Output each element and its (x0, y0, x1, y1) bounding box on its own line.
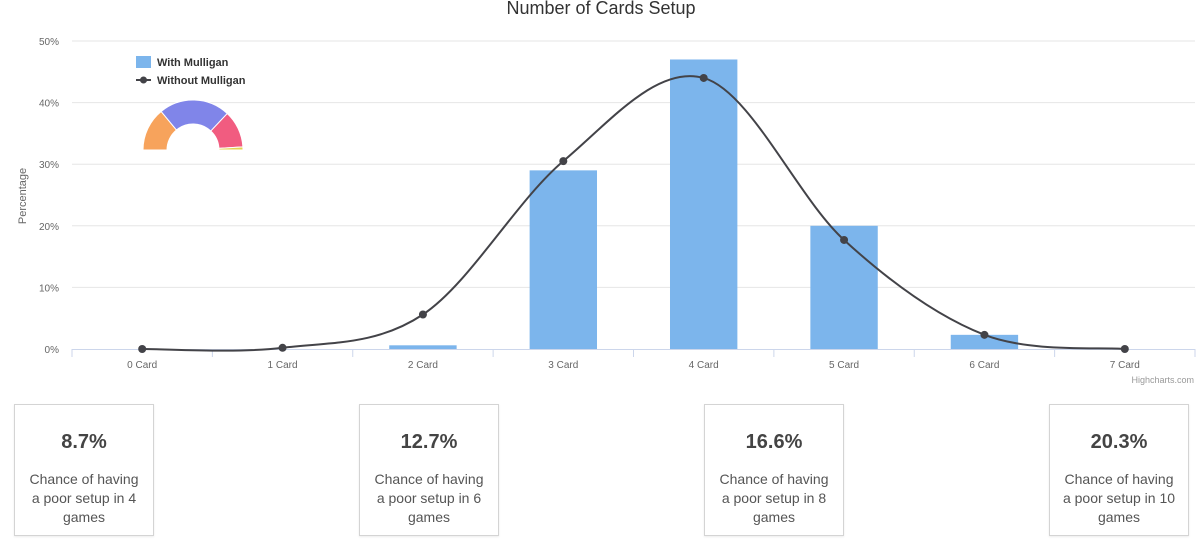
bar-series (389, 59, 1019, 349)
donut-slice (218, 146, 244, 151)
line-point (699, 73, 708, 82)
bar (389, 345, 457, 349)
line-point (278, 343, 287, 352)
legend-swatch-bar (136, 56, 151, 68)
grid-lines (72, 40, 1195, 288)
y-tick-label: 20% (39, 222, 59, 233)
stat-value: 20.3% (1090, 431, 1148, 453)
line-point (418, 310, 427, 319)
stat-text: Chance of having a poor setup in 8 games (719, 471, 829, 525)
line-series (138, 73, 1129, 353)
y-axis-ticks: 0% 10% 20% 30% 40% 50% (39, 37, 59, 356)
line-point (1120, 345, 1129, 353)
stat-card: 20.3% Chance of having a poor setup in 1… (1049, 404, 1189, 536)
stat-text: Chance of having a poor setup in 4 games (29, 471, 139, 525)
bar (950, 334, 1019, 349)
stat-card: 16.6% Chance of having a poor setup in 8… (704, 404, 844, 536)
legend-marker (140, 76, 147, 84)
x-tick-label: 0 Card (127, 360, 157, 371)
y-tick-label: 50% (39, 37, 59, 48)
x-tick-label: 3 Card (548, 360, 578, 371)
y-tick-label: 30% (39, 160, 59, 171)
stat-value: 12.7% (400, 431, 458, 453)
y-tick-label: 40% (39, 99, 59, 110)
line-point (840, 235, 849, 244)
x-axis: 0 Card 1 Card 2 Card 3 Card 4 Card 5 Card 6 Ca… (71, 349, 1196, 371)
x-tick-label: 7 Card (1110, 360, 1140, 371)
x-tick-label: 2 Card (408, 360, 438, 371)
y-tick-label: 10% (39, 283, 59, 294)
stat-value: 8.7% (61, 431, 107, 453)
line-point (138, 345, 147, 353)
x-tick-label: 1 Card (268, 360, 298, 371)
bar (669, 59, 738, 349)
stat-text: Chance of having a poor setup in 6 games (374, 471, 484, 525)
inset-donut (142, 99, 244, 151)
x-tick-label: 6 Card (969, 360, 999, 371)
line-path (142, 75, 1125, 352)
y-axis-label: Percentage (17, 168, 29, 224)
stat-card: 12.7% Chance of having a poor setup in 6… (359, 404, 499, 536)
chart-title: Number of Cards Setup (506, 0, 695, 18)
line-point (559, 157, 568, 166)
x-tick-label: 5 Card (829, 360, 859, 371)
x-tick-label: 4 Card (689, 360, 719, 371)
legend-label: Without Mulligan (157, 75, 246, 87)
y-tick-label: 0% (45, 345, 60, 356)
chart: 0% 10% 20% 30% 40% 50% 0 Card 1 Card 2 Card 3 Ca… (17, 0, 1196, 385)
stat-value: 16.6% (745, 431, 803, 453)
legend: With Mulligan Without Mulligan (136, 56, 246, 87)
bar (810, 225, 878, 349)
credits-link[interactable]: Highcharts.com (1131, 375, 1194, 385)
bar (529, 170, 598, 349)
legend-label: With Mulligan (157, 57, 229, 69)
stat-card: 8.7% Chance of having a poor setup in 4 … (14, 404, 154, 536)
line-point (980, 330, 989, 339)
stat-text: Chance of having a poor setup in 10 game… (1062, 471, 1176, 525)
